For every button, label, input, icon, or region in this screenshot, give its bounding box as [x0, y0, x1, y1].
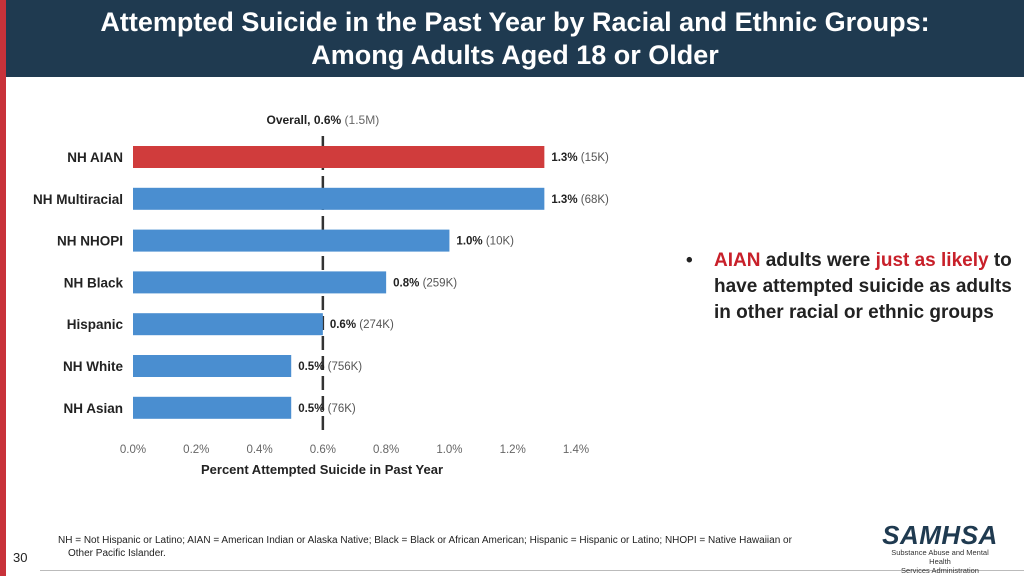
accent-stripe	[0, 0, 6, 576]
bar-1	[133, 187, 545, 210]
slide-header: Attempted Suicide in the Past Year by Ra…	[6, 0, 1024, 77]
bar-6	[133, 396, 292, 419]
bar-4	[133, 313, 323, 336]
key-finding-text: AIAN adults were just as likely to have …	[714, 248, 1014, 326]
category-label-2: NH NHOPI	[57, 234, 123, 249]
logo-subtitle-2: Services Administration	[901, 566, 979, 575]
finding-emphasis: just as likely	[875, 250, 989, 271]
bullet-marker: •	[686, 250, 693, 271]
data-label-3: 0.8% (259K)	[393, 277, 457, 289]
x-tick-label-2: 0.4%	[246, 444, 272, 456]
category-label-1: NH Multiracial	[33, 192, 123, 207]
footnote-line-2: Other Pacific Islander.	[68, 548, 166, 559]
data-label-0: 1.3% (15K)	[551, 152, 609, 164]
logo-wordmark: SAMHSA	[882, 520, 998, 550]
bar-2	[133, 229, 450, 252]
footnote: NH = Not Hispanic or Latino; AIAN = Amer…	[58, 534, 858, 560]
x-tick-label-0: 0.0%	[120, 444, 146, 456]
x-tick-label-6: 1.2%	[500, 444, 526, 456]
category-label-3: NH Black	[64, 275, 124, 290]
footnote-line-1: NH = Not Hispanic or Latino; AIAN = Amer…	[58, 535, 792, 546]
category-label-6: NH Asian	[63, 401, 123, 416]
finding-text-1: adults were	[760, 250, 876, 271]
data-label-6: 0.5% (76K)	[298, 403, 356, 415]
x-tick-label-5: 1.0%	[436, 444, 462, 456]
bar-chart: Overall, 0.6% (1.5M) NH AIAN 1.3% (15K) NH …	[33, 113, 609, 477]
bottom-divider	[40, 570, 1024, 571]
finding-text-2: to have attempted suicide as adults in o…	[714, 250, 1012, 323]
data-label-5: 0.5% (756K)	[298, 361, 362, 373]
bar-0	[133, 146, 545, 168]
category-label-0: NH AIAN	[67, 150, 123, 165]
x-tick-label-1: 0.2%	[183, 444, 209, 456]
samhsa-logo: SAMHSA Substance Abuse and Mental Health…	[880, 522, 1000, 575]
data-label-4: 0.6% (274K)	[330, 319, 394, 331]
logo-subtitle-1: Substance Abuse and Mental Health	[891, 548, 989, 566]
slide-title-line-1: Attempted Suicide in the Past Year by Ra…	[100, 7, 930, 37]
bar-5	[133, 355, 292, 377]
finding-group: AIAN	[714, 250, 761, 271]
data-label-2: 1.0% (10K)	[456, 236, 514, 248]
x-tick-label-7: 1.4%	[563, 444, 589, 456]
bar-3	[133, 271, 387, 294]
category-label-5: NH White	[63, 359, 123, 374]
data-label-1: 1.3% (68K)	[551, 194, 609, 206]
category-label-4: Hispanic	[67, 317, 124, 332]
x-tick-label-4: 0.8%	[373, 444, 399, 456]
x-axis-title: Percent Attempted Suicide in Past Year	[201, 462, 443, 477]
x-tick-label-3: 0.6%	[310, 444, 336, 456]
page-number: 30	[13, 550, 28, 565]
overall-reference-label: Overall, 0.6% (1.5M)	[266, 113, 379, 127]
slide-title-line-2: Among Adults Aged 18 or Older	[311, 40, 719, 70]
